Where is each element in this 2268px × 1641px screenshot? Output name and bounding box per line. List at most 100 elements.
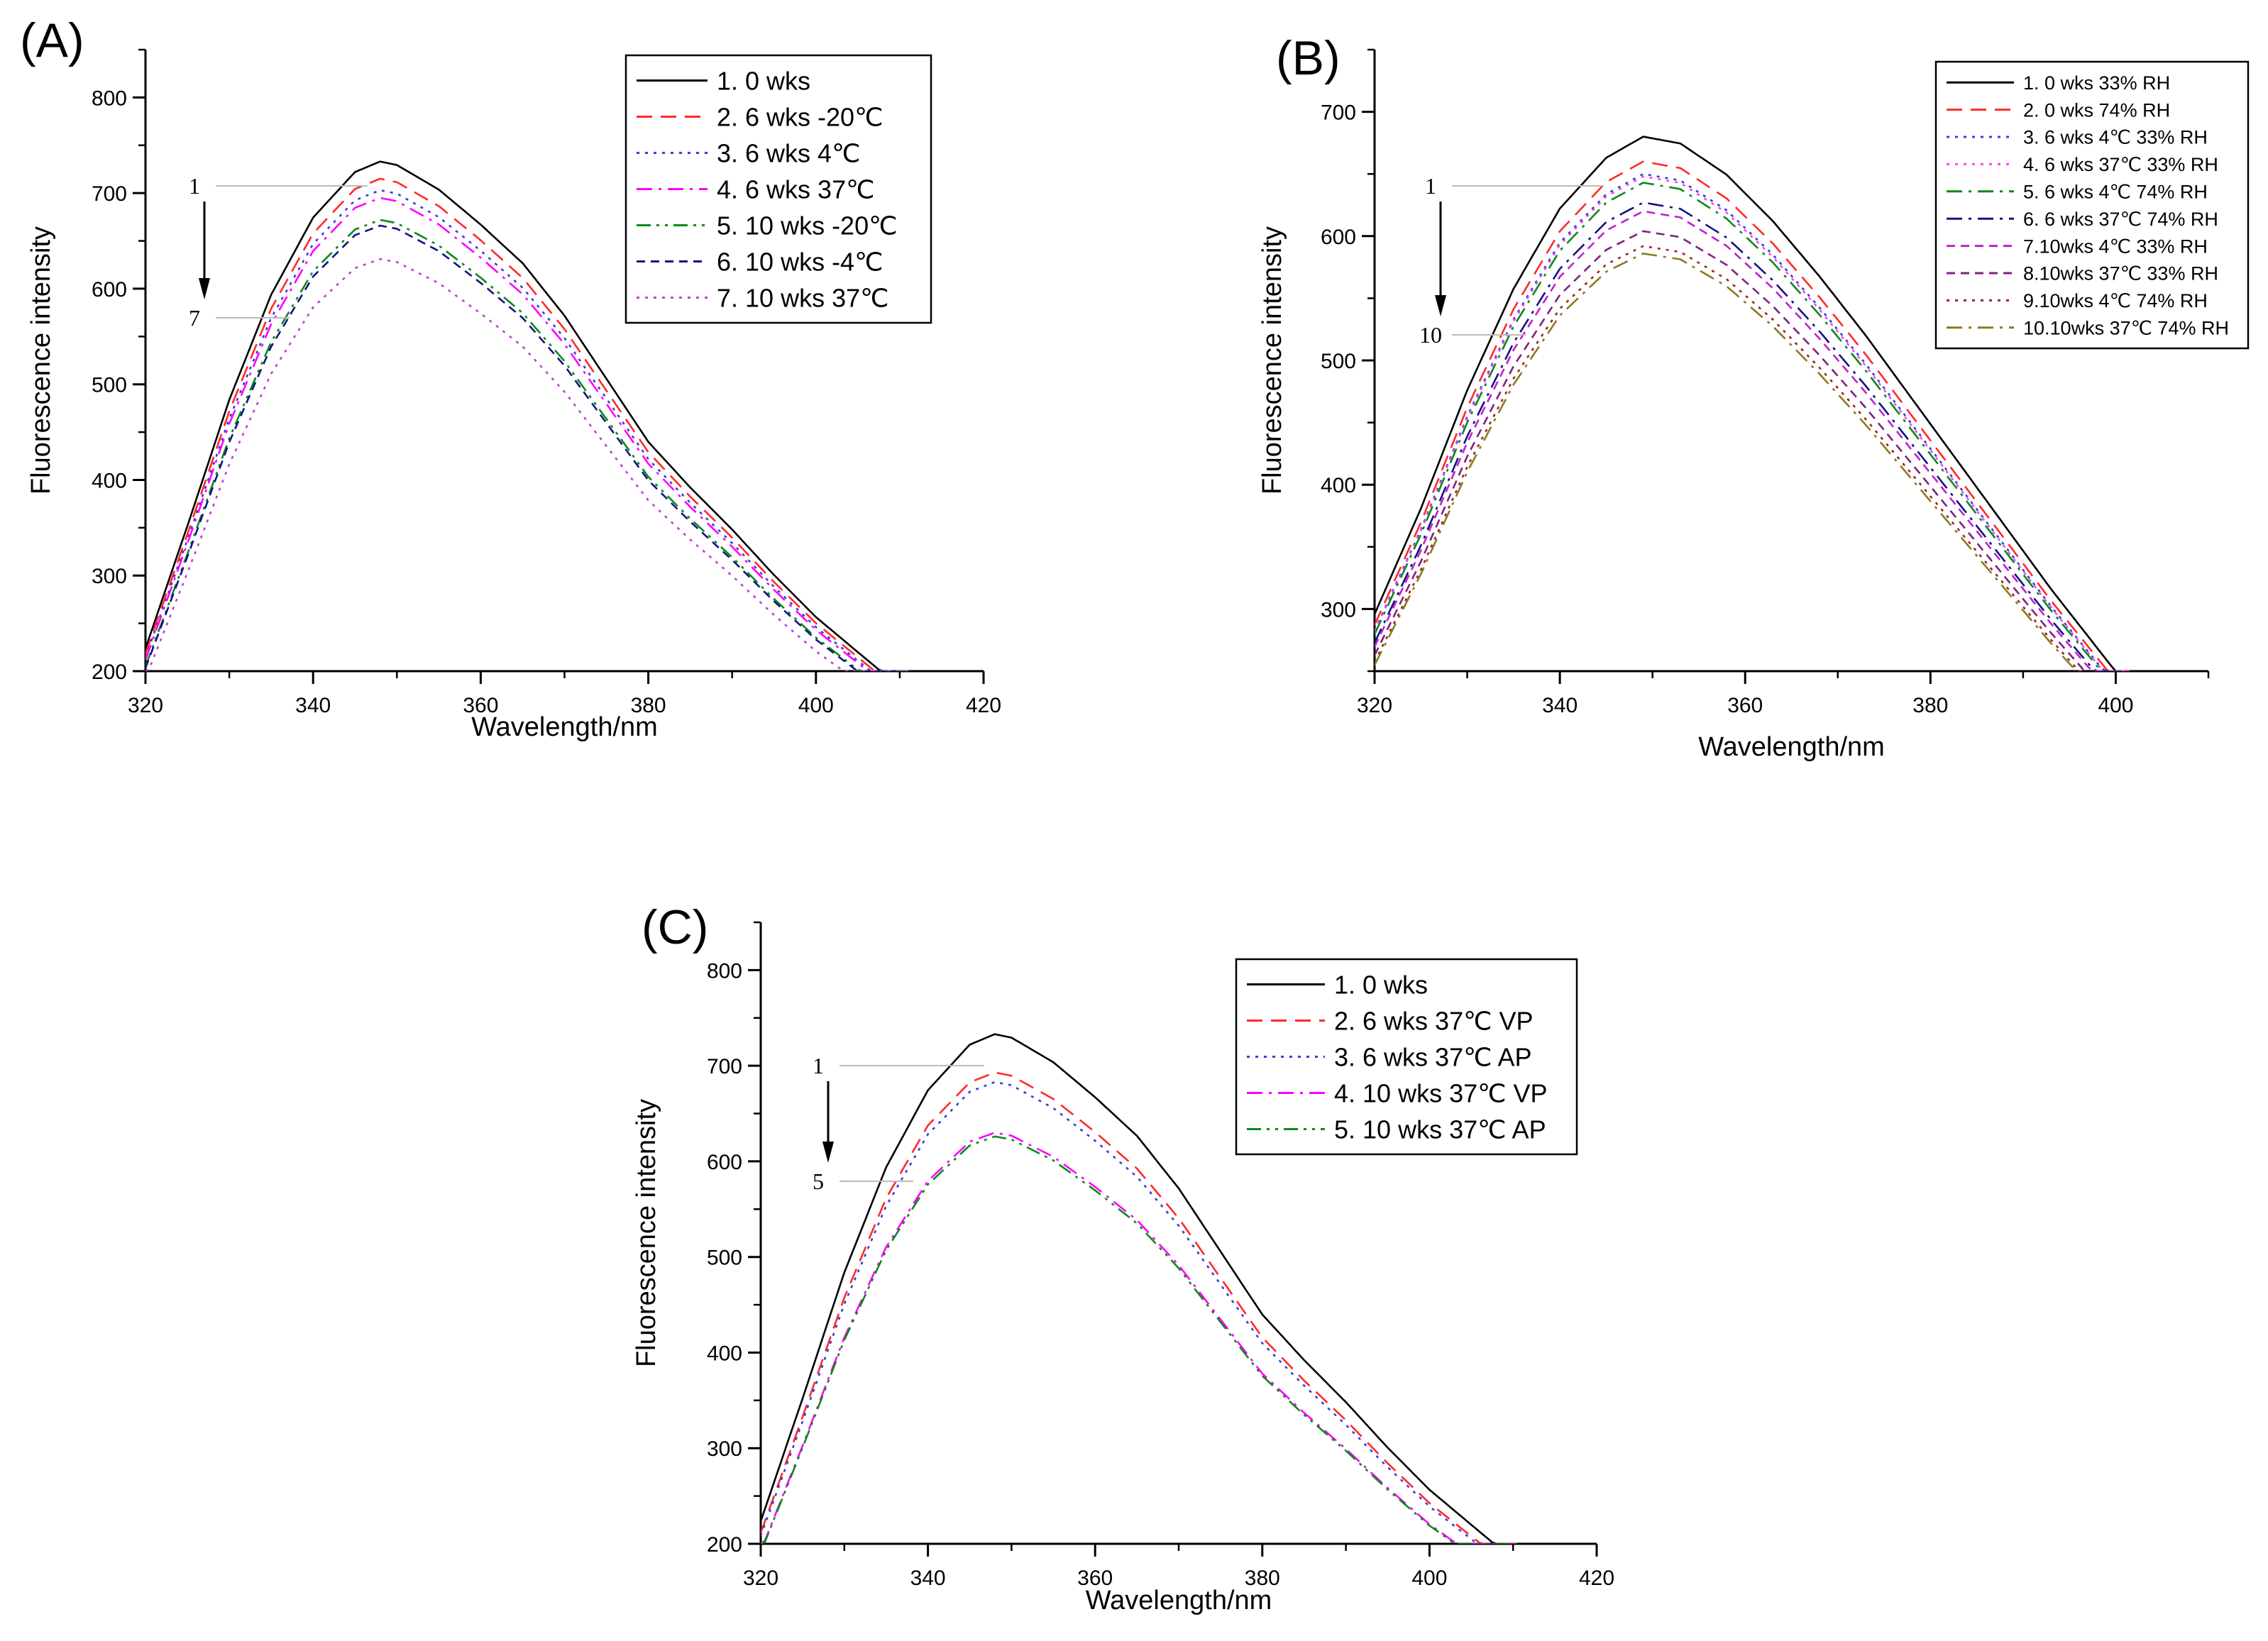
annotation-arrow-head: [1435, 295, 1446, 316]
x-tick-label: 380: [631, 694, 666, 717]
y-tick-label: 800: [707, 959, 742, 983]
series-line-4: [1375, 175, 2125, 671]
y-tick-label: 600: [1321, 226, 1356, 249]
legend-entry-label: 8.10wks 37℃ 33% RH: [2023, 263, 2218, 284]
annotation-bottom-label: 5: [813, 1168, 824, 1194]
series-line-6: [1375, 201, 2116, 671]
legend-box: [1235, 958, 1578, 1156]
y-tick-label: 500: [1321, 350, 1356, 373]
x-tick-label: 340: [1542, 694, 1578, 717]
x-tick-label: 360: [1727, 694, 1763, 717]
y-tick-label: 400: [1321, 474, 1356, 497]
x-tick-label: 320: [743, 1567, 778, 1590]
x-axis-title: Wavelength/nm: [1086, 1586, 1272, 1615]
annotation-arrow-head: [822, 1142, 834, 1163]
legend-entry-label: 4. 6 wks 37℃: [717, 175, 875, 204]
series-line-5: [145, 219, 908, 671]
legend-box: [1934, 60, 2250, 350]
x-tick-label: 360: [463, 694, 498, 717]
annotation-top-label: 1: [189, 173, 200, 199]
legend: 1. 0 wks 2. 6 wks 37℃ VP 3. 6 wks 37℃ AP 4.…: [1235, 958, 1578, 1156]
x-tick-label: 360: [1077, 1567, 1113, 1590]
x-tick-label: 320: [1357, 694, 1392, 717]
legend: 1. 0 wks 2. 6 wks -20℃ 3. 6 wks 4℃ 4. 6 wks…: [624, 54, 932, 324]
panel-label: (B): [1276, 31, 1341, 85]
y-tick-label: 600: [707, 1151, 742, 1174]
series-line-3: [145, 189, 908, 671]
legend-entry-label: 5. 10 wks 37℃ AP: [1334, 1115, 1546, 1144]
legend: 1. 0 wks 33% RH 2. 0 wks 74% RH 3. 6 wks 4…: [1934, 60, 2250, 350]
legend-entry-label: 5. 10 wks -20℃: [717, 211, 898, 240]
x-tick-label: 340: [910, 1567, 946, 1590]
series-line-7: [145, 258, 908, 671]
legend-entry-label: 3. 6 wks 37℃ AP: [1334, 1042, 1532, 1071]
series-line-1: [761, 1033, 1521, 1544]
series-line-4: [145, 197, 908, 671]
series-line-2: [761, 1071, 1521, 1544]
chart-panel-2: (B) 320 340 360 380 400 300 400 500 600 700 Wavelen…: [1257, 31, 2250, 762]
legend-entry-label: 2. 6 wks -20℃: [717, 102, 883, 131]
series-line-1: [1375, 136, 2144, 671]
chart-panel-1: (A) 320 340 360 380 400 420 200 300 400 500 600 700 8…: [20, 13, 1001, 742]
series-line-3: [761, 1081, 1521, 1544]
legend-entry-label: 4. 6 wks 37℃ 33% RH: [2023, 154, 2218, 175]
series-line-3: [1375, 172, 2125, 671]
x-tick-label: 400: [2098, 694, 2133, 717]
y-tick-label: 400: [707, 1342, 742, 1365]
x-tick-label: 400: [798, 694, 834, 717]
y-tick-label: 200: [92, 661, 127, 684]
legend-entry-label: 7.10wks 4℃ 33% RH: [2023, 236, 2208, 257]
chart-panel-3: (C) 320 340 360 380 400 420 200 300 400 500 600 700 8…: [632, 900, 1614, 1615]
annotation-top-label: 1: [813, 1053, 824, 1078]
series-line-8: [1375, 230, 2088, 671]
panel-label: (C): [642, 900, 708, 954]
series-line-4: [761, 1132, 1521, 1544]
y-axis-title: Fluorescence intensity: [632, 1099, 661, 1367]
annotation-arrow-head: [199, 278, 210, 299]
y-tick-label: 400: [92, 469, 127, 492]
series-line-5: [1375, 182, 2120, 671]
x-tick-label: 420: [1579, 1567, 1614, 1590]
annotation-top-label: 1: [1425, 173, 1436, 199]
y-tick-label: 300: [707, 1437, 742, 1461]
x-tick-label: 380: [1912, 694, 1948, 717]
series-line-7: [1375, 210, 2116, 671]
series-line-1: [145, 160, 908, 671]
x-tick-label: 400: [1411, 1567, 1447, 1590]
y-tick-label: 700: [92, 182, 127, 206]
y-tick-label: 300: [92, 565, 127, 588]
x-tick-label: 340: [295, 694, 331, 717]
series-line-10: [1375, 252, 2083, 671]
annotation-bottom-label: 7: [189, 305, 200, 331]
y-tick-label: 800: [92, 87, 127, 110]
x-tick-label: 420: [966, 694, 1001, 717]
legend-entry-label: 3. 6 wks 4℃ 33% RH: [2023, 127, 2208, 148]
legend-entry-label: 1. 0 wks: [717, 66, 810, 95]
series-line-6: [145, 224, 908, 671]
legend-entry-label: 6. 10 wks -4℃: [717, 247, 883, 276]
legend-entry-label: 2. 0 wks 74% RH: [2023, 99, 2170, 121]
series-line-2: [145, 177, 908, 671]
x-tick-label: 380: [1245, 1567, 1280, 1590]
legend-entry-label: 1. 0 wks 33% RH: [2023, 72, 2170, 94]
legend-entry-label: 7. 10 wks 37℃: [717, 283, 889, 312]
y-tick-label: 500: [707, 1247, 742, 1270]
legend-entry-label: 2. 6 wks 37℃ VP: [1334, 1006, 1534, 1035]
y-axis-title: Fluorescence intensity: [26, 226, 56, 494]
y-tick-label: 700: [707, 1055, 742, 1078]
legend-entry-label: 4. 10 wks 37℃ VP: [1334, 1078, 1548, 1107]
legend-entry-label: 9.10wks 4℃ 74% RH: [2023, 290, 2208, 311]
x-axis-title: Wavelength/nm: [1698, 732, 1885, 762]
series-line-2: [1375, 160, 2130, 671]
x-tick-label: 320: [128, 694, 163, 717]
panel-label: (A): [20, 13, 84, 67]
y-tick-label: 600: [92, 278, 127, 302]
legend-entry-label: 10.10wks 37℃ 74% RH: [2023, 318, 2229, 339]
y-tick-label: 300: [1321, 598, 1356, 621]
series-line-5: [761, 1135, 1521, 1544]
x-axis-title: Wavelength/nm: [471, 712, 658, 742]
legend-entry-label: 3. 6 wks 4℃: [717, 138, 861, 167]
y-axis-title: Fluorescence intensity: [1257, 226, 1287, 494]
legend-entry-label: 5. 6 wks 4℃ 74% RH: [2023, 182, 2208, 203]
